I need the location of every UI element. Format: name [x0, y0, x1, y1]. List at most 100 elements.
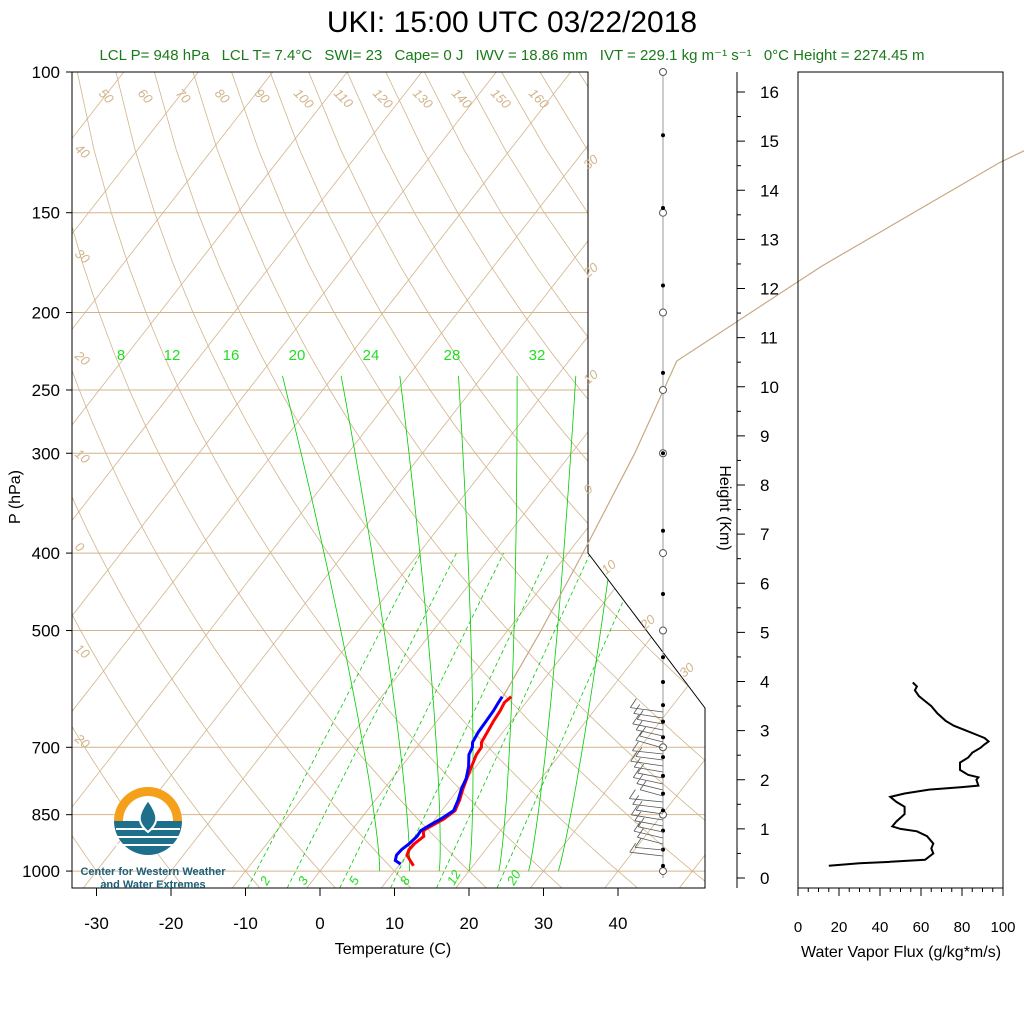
wind-barb-feather	[635, 747, 643, 757]
flux-line	[828, 681, 991, 867]
wind-barb	[635, 739, 664, 749]
isotherm-label: 20	[637, 611, 659, 633]
height-tick-label: 1	[760, 820, 769, 839]
wind-barb-feather	[633, 704, 641, 714]
wind-barb	[637, 836, 664, 845]
moist-adiabat-line	[558, 375, 635, 872]
wind-barb	[630, 707, 664, 713]
wind-barb	[636, 729, 664, 737]
wind-barb-feather	[637, 763, 644, 774]
dry-adiabat-line	[616, 72, 705, 888]
stats-line: LCL P= 948 hPa LCL T= 7.4°C SWI= 23 Cape…	[0, 46, 1024, 64]
temperature-tick-label: 0	[315, 914, 324, 933]
height-tick-label: 14	[760, 181, 779, 200]
pressure-axis-label: P (hPa)	[7, 470, 24, 524]
isotherm-line	[72, 72, 274, 888]
wind-level-circle	[659, 68, 667, 76]
wind-level-circle	[659, 308, 667, 317]
height-axis-label: Height (Km)	[716, 465, 733, 550]
mixing-ratio-line	[496, 552, 645, 888]
wind-barb	[638, 826, 664, 833]
flux-axis-label: Water Vapor Flux (g/kg*m/s)	[801, 944, 1001, 961]
flux-panel-frame	[797, 71, 1004, 889]
dry-adiabat-label: 110	[331, 86, 357, 112]
isotherm-label: 10	[580, 366, 601, 387]
isotherm-line	[380, 72, 705, 888]
wind-barb	[632, 723, 664, 731]
wind-barb	[633, 830, 664, 839]
wind-barb-feather	[632, 795, 640, 805]
moist-adiabat-line	[399, 375, 441, 872]
isotherm-line	[455, 72, 705, 888]
page-title: UKI: 15:00 UTC 03/22/2018	[326, 6, 698, 39]
wind-level-dot	[661, 655, 665, 660]
moist-adiabat-line	[340, 375, 411, 872]
dry-adiabat-line	[308, 72, 705, 888]
wind-barb-feather	[636, 710, 644, 720]
isotherm-line	[72, 72, 497, 888]
temperature-tick-label: 40	[609, 914, 628, 933]
temperature-tick-label: 30	[534, 914, 553, 933]
height-tick-label: 2	[760, 771, 769, 790]
logo-drop	[138, 798, 158, 834]
dry-adiabat-label: 60	[135, 86, 156, 107]
wind-barb-feather	[639, 780, 647, 790]
dry-adiabat-line	[462, 72, 705, 888]
wind-barb-feather	[636, 774, 644, 784]
flux-tick-label: 40	[872, 919, 889, 936]
wind-level-dot	[661, 680, 665, 685]
wind-barb-feather	[634, 838, 642, 848]
wind-barb-feather	[630, 805, 638, 816]
pressure-tick-label: 150	[32, 204, 60, 223]
wind-barb	[631, 814, 664, 821]
isotherm-line	[72, 72, 646, 888]
mixing-ratio-label: 20	[503, 867, 524, 889]
dry-adiabat-line	[72, 72, 487, 888]
swi-value: SWI= 23	[324, 47, 383, 64]
wind-barb	[633, 777, 664, 785]
isotherm-line	[754, 72, 1024, 888]
wind-level-circle	[659, 208, 667, 217]
wind-barb	[637, 772, 664, 779]
wind-level-dot	[661, 370, 665, 375]
wind-barb-feather	[634, 811, 642, 821]
pressure-tick-label: 700	[32, 738, 60, 757]
moist-adiabat-label: 12	[164, 347, 181, 364]
wind-barb	[634, 766, 664, 773]
lcl-temperature: LCL T= 7.4°C	[221, 47, 313, 64]
wind-barb	[633, 713, 664, 719]
pressure-tick-label: 500	[32, 622, 60, 641]
wind-barb	[630, 760, 664, 767]
isotherm-line	[72, 72, 423, 888]
isotherm-line	[604, 72, 705, 888]
height-tick-label: 12	[760, 280, 779, 299]
isotherm-line	[72, 72, 348, 888]
dry-adiabat-label: 160	[526, 86, 552, 112]
pressure-tick-label: 100	[32, 63, 60, 82]
dry-adiabat-label: 100	[291, 86, 317, 112]
pressure-tick-label: 200	[32, 304, 60, 323]
wind-level-circle	[659, 385, 667, 394]
dry-adiabat-label: 90	[252, 86, 273, 107]
logo-line-2: and Water Extremes	[100, 879, 206, 891]
dry-adiabat-line	[72, 72, 412, 888]
wind-barb-feather	[637, 828, 644, 838]
wind-level-dot	[661, 719, 665, 724]
wind-level-dot	[661, 847, 665, 852]
height-tick-label: 11	[760, 329, 778, 348]
height-tick-label: 5	[760, 623, 769, 642]
dry-adiabat-line	[72, 72, 185, 888]
temperature-tick-label: 20	[460, 914, 479, 933]
wind-barb-feather	[635, 731, 643, 741]
height-tick-label: 15	[760, 132, 779, 151]
wind-barb	[639, 735, 664, 743]
wind-barb-feather	[633, 821, 641, 832]
mixing-ratio-line	[436, 552, 591, 888]
mixing-ratio-label: 12	[444, 867, 465, 888]
skew-t-grid	[72, 72, 1024, 888]
moist-adiabat-label: 16	[223, 347, 240, 364]
pressure-tick-label: 300	[32, 444, 60, 463]
flux-tick-label: 60	[913, 919, 930, 936]
isotherm-label: 20	[71, 730, 93, 752]
dry-adiabat-label: 130	[410, 86, 436, 112]
